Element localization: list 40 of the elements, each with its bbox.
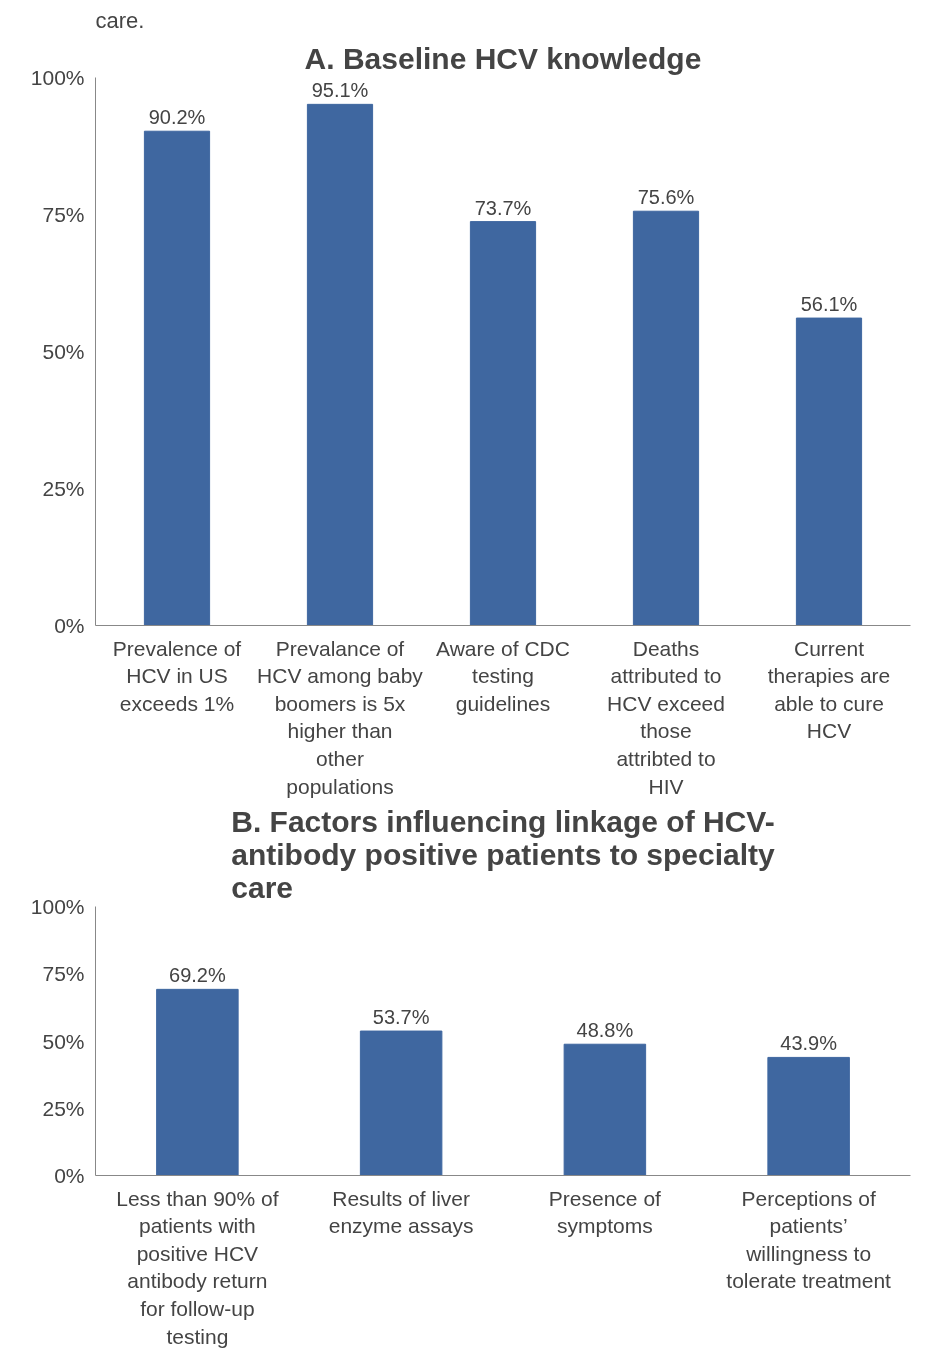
x-tick-label: Perceptions of patients’ willingness to tolerate treatment (726, 1186, 892, 1293)
y-tick-label: 75% (42, 962, 85, 986)
y-tick-label: 25% (42, 477, 85, 500)
data-label: 48.8% (576, 1019, 634, 1042)
bar (767, 1056, 850, 1176)
bar (306, 103, 374, 626)
bar (469, 221, 537, 626)
data-label: 95.1% (311, 79, 369, 102)
data-label: 56.1% (800, 293, 858, 316)
x-tick-label: Results of liver enzyme assays (328, 1186, 474, 1238)
bar (359, 1030, 443, 1176)
bar (143, 130, 211, 626)
data-label: 53.7% (372, 1006, 430, 1029)
y-tick-label: 50% (42, 340, 85, 363)
chart-title: B. Factors influencing linkage of HCV-antibody positive patients to specialty care (231, 805, 776, 904)
bar (795, 317, 863, 626)
bar (632, 210, 700, 626)
y-tick-label: 100% (30, 895, 85, 918)
y-tick-label: 75% (42, 203, 85, 226)
y-tick-label: 25% (42, 1096, 85, 1120)
text: care. (95, 7, 145, 33)
y-tick-label: 0% (54, 614, 85, 637)
data-label: 90.2% (148, 106, 206, 129)
x-tick-label: Prevalence of HCV in US exceeds 1% (112, 636, 242, 715)
x-tick-label: Aware of CDC testing guidelines (436, 636, 570, 715)
data-label: 75.6% (637, 186, 695, 209)
y-tick-label: 0% (54, 1164, 85, 1187)
data-label: 43.9% (780, 1032, 838, 1055)
x-tick-label: Prevalance of HCV among baby boomers is 5x higher than other populations (257, 636, 424, 798)
x-tick-label: Current therapies are able to cure HCV (767, 636, 891, 743)
bar (563, 1043, 647, 1176)
data-label: 73.7% (474, 196, 532, 219)
chart-title: A. Baseline HCV knowledge (304, 42, 702, 75)
y-tick-label: 100% (30, 66, 85, 89)
bar (156, 988, 239, 1176)
data-label: 69.2% (169, 964, 226, 987)
x-tick-label: Presence of symptoms (548, 1186, 662, 1238)
x-tick-label: Deaths attributed to HCV exceed those attribted to HIV (607, 636, 725, 798)
x-tick-label: Less than 90% of patients with positive HCV antibody return for follow-up testing (116, 1186, 279, 1348)
y-tick-label: 50% (42, 1029, 85, 1053)
